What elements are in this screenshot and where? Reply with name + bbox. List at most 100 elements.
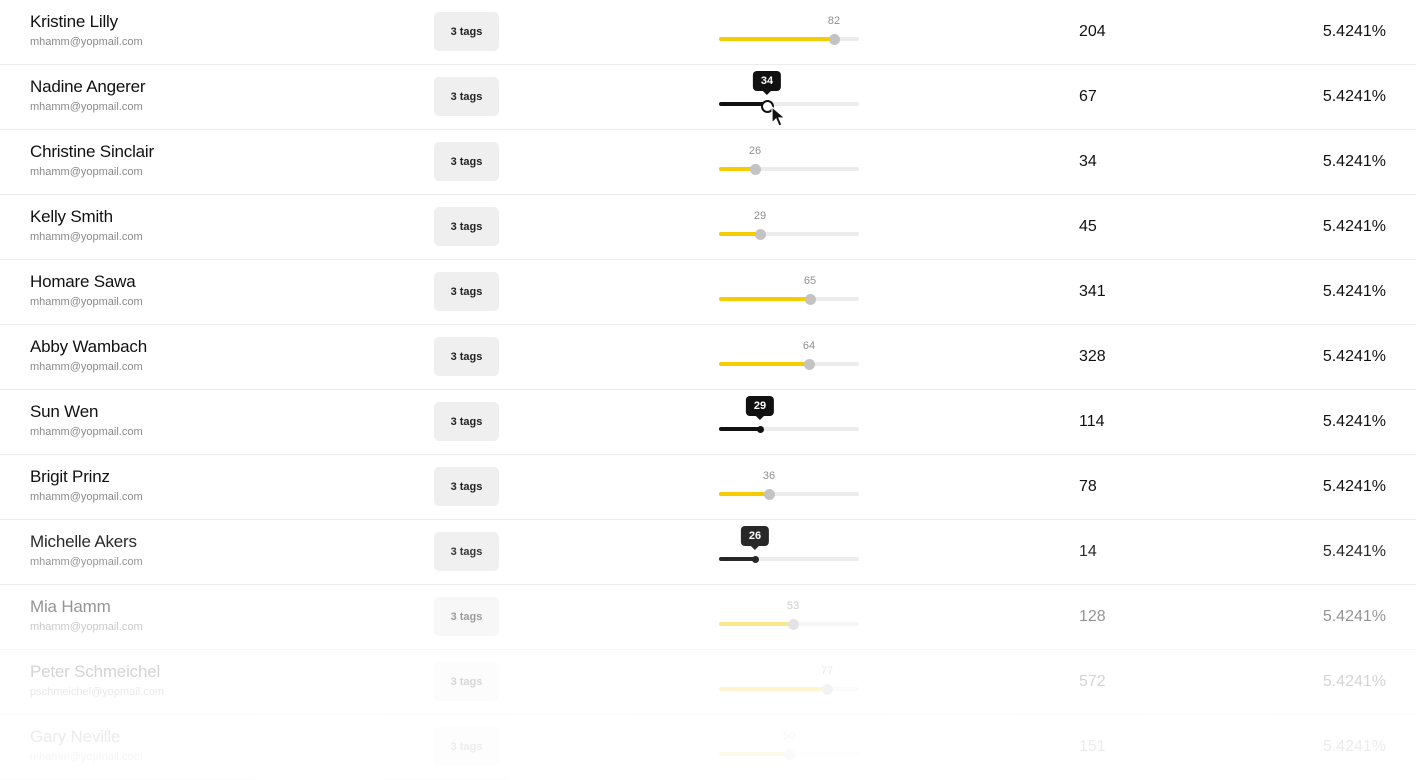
table-row[interactable]: Brigit Prinz mhamm@yopmail.com 3 tags 36… (0, 455, 1416, 520)
user-name: Gary Neville (30, 727, 121, 746)
slider-track[interactable] (719, 167, 859, 171)
slider-track[interactable] (719, 622, 859, 626)
slider-thumb[interactable] (804, 359, 815, 370)
user-email: mhamm@yopmail.com (30, 166, 143, 178)
count-value: 78 (1079, 478, 1097, 495)
slider-fill (719, 297, 810, 301)
slider-fill (719, 622, 793, 626)
user-name: Abby Wambach (30, 337, 147, 356)
table-row[interactable]: Homare Sawa mhamm@yopmail.com 3 tags 65 … (0, 260, 1416, 325)
tags-button[interactable]: 3 tags (434, 142, 499, 181)
tags-button[interactable]: 3 tags (434, 12, 499, 51)
user-name: Brigit Prinz (30, 467, 110, 486)
slider-track[interactable] (719, 427, 859, 431)
slider-thumb[interactable] (755, 229, 766, 240)
slider-fill (719, 37, 834, 41)
slider-track[interactable] (719, 102, 859, 106)
percent-value: 5.4241% (1322, 413, 1386, 430)
level-slider[interactable]: 64 (719, 325, 859, 389)
slider-thumb[interactable] (788, 619, 799, 630)
slider-fill (719, 167, 755, 171)
count-value: 45 (1079, 218, 1097, 235)
tags-button[interactable]: 3 tags (434, 662, 499, 701)
slider-tooltip: 26 (740, 526, 770, 550)
level-slider[interactable]: 82 (719, 0, 859, 64)
percent-value: 5.4241% (1322, 348, 1386, 365)
tags-button[interactable]: 3 tags (434, 272, 499, 311)
table-row[interactable]: Christine Sinclair mhamm@yopmail.com 3 t… (0, 130, 1416, 195)
tags-button[interactable]: 3 tags (434, 467, 499, 506)
level-slider[interactable]: 26 (719, 520, 859, 584)
count-value: 67 (1079, 88, 1097, 105)
level-slider[interactable]: 53 (719, 585, 859, 649)
user-email: mhamm@yopmail.com (30, 361, 143, 373)
level-slider[interactable]: 50 (719, 715, 859, 779)
level-slider[interactable]: 26 (719, 130, 859, 194)
tags-button[interactable]: 3 tags (434, 337, 499, 376)
level-slider[interactable]: 77 (719, 650, 859, 714)
user-name: Homare Sawa (30, 272, 136, 291)
table-row[interactable]: Kristine Lilly mhamm@yopmail.com 3 tags … (0, 0, 1416, 65)
user-name: Kelly Smith (30, 207, 113, 226)
user-email: mhamm@yopmail.com (30, 101, 143, 113)
user-email: mhamm@yopmail.com (30, 426, 143, 438)
user-email: mhamm@yopmail.com (30, 296, 143, 308)
slider-thumb[interactable] (784, 749, 795, 760)
table-row[interactable]: Michelle Akers mhamm@yopmail.com 3 tags … (0, 520, 1416, 585)
percent-value: 5.4241% (1322, 153, 1386, 170)
user-email: mhamm@yopmail.com (30, 621, 143, 633)
slider-value-label: 82 (827, 15, 841, 27)
table-row[interactable]: Nadine Angerer mhamm@yopmail.com 3 tags … (0, 65, 1416, 130)
percent-value: 5.4241% (1322, 218, 1386, 235)
slider-thumb[interactable] (761, 100, 774, 113)
slider-tooltip: 34 (752, 71, 782, 95)
slider-thumb[interactable] (829, 34, 840, 45)
level-slider[interactable]: 29 (719, 195, 859, 259)
percent-value: 5.4241% (1322, 283, 1386, 300)
level-slider[interactable]: 29 (719, 390, 859, 454)
table-row[interactable]: Peter Schmeichel pschmeichel@yopmail.com… (0, 650, 1416, 715)
slider-thumb[interactable] (750, 164, 761, 175)
slider-thumb[interactable] (757, 426, 764, 433)
table-row[interactable]: Kelly Smith mhamm@yopmail.com 3 tags 29 … (0, 195, 1416, 260)
count-value: 151 (1079, 738, 1106, 755)
tags-button[interactable]: 3 tags (434, 207, 499, 246)
slider-fill (719, 102, 767, 106)
user-name: Peter Schmeichel (30, 662, 161, 681)
slider-thumb[interactable] (752, 556, 759, 563)
count-value: 204 (1079, 23, 1106, 40)
slider-value-label: 53 (786, 600, 800, 612)
slider-fill (719, 687, 827, 691)
table-row[interactable]: Abby Wambach mhamm@yopmail.com 3 tags 64… (0, 325, 1416, 390)
percent-value: 5.4241% (1322, 543, 1386, 560)
slider-thumb[interactable] (822, 684, 833, 695)
count-value: 34 (1079, 153, 1097, 170)
slider-fill (719, 232, 760, 236)
level-slider[interactable]: 65 (719, 260, 859, 324)
tags-button[interactable]: 3 tags (434, 727, 499, 766)
user-name: Mia Hamm (30, 597, 111, 616)
slider-track[interactable] (719, 232, 859, 236)
level-slider[interactable]: 34 (719, 65, 859, 129)
tags-button[interactable]: 3 tags (434, 77, 499, 116)
count-value: 341 (1079, 283, 1106, 300)
slider-value-label: 36 (762, 470, 776, 482)
tags-button[interactable]: 3 tags (434, 402, 499, 441)
level-slider[interactable]: 36 (719, 455, 859, 519)
tags-button[interactable]: 3 tags (434, 532, 499, 571)
slider-track[interactable] (719, 492, 859, 496)
table-row[interactable]: Gary Neville mhamm@yopmail.com 3 tags 50… (0, 715, 1416, 780)
user-email: mhamm@yopmail.com (30, 231, 143, 243)
slider-thumb[interactable] (805, 294, 816, 305)
user-email: mhamm@yopmail.com (30, 491, 143, 503)
count-value: 128 (1079, 608, 1106, 625)
slider-track[interactable] (719, 557, 859, 561)
table-row[interactable]: Mia Hamm mhamm@yopmail.com 3 tags 53 128… (0, 585, 1416, 650)
slider-track[interactable] (719, 687, 859, 691)
percent-value: 5.4241% (1322, 738, 1386, 755)
slider-value-label: 26 (748, 145, 762, 157)
table-row[interactable]: Sun Wen mhamm@yopmail.com 3 tags 29 114 … (0, 390, 1416, 455)
slider-thumb[interactable] (764, 489, 775, 500)
tags-button[interactable]: 3 tags (434, 597, 499, 636)
